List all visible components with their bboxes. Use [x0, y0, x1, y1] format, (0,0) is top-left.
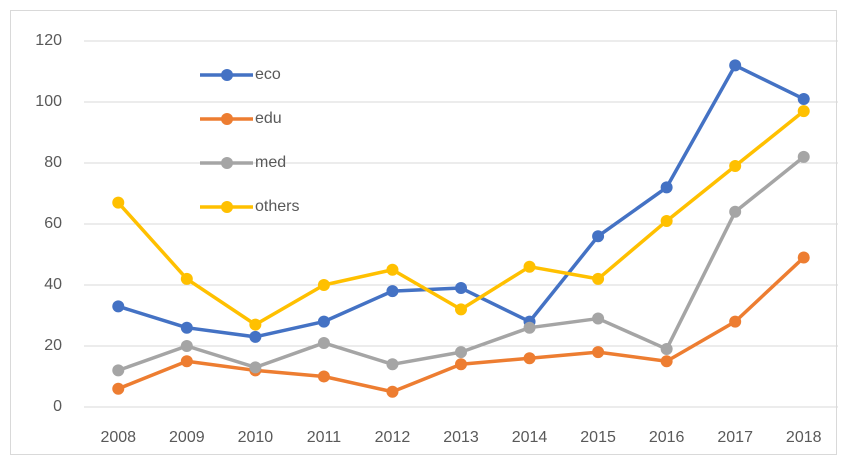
- data-point: [797, 150, 810, 163]
- data-point: [180, 321, 193, 334]
- data-point: [386, 385, 399, 398]
- data-point: [729, 160, 742, 173]
- legend-marker: [221, 201, 233, 213]
- data-point: [729, 315, 742, 328]
- data-point: [455, 358, 467, 371]
- x-tick-label: 2009: [169, 429, 205, 446]
- data-point: [317, 370, 330, 383]
- y-tick-label: 60: [44, 215, 62, 232]
- data-point: [180, 272, 193, 285]
- data-point: [249, 330, 262, 343]
- x-tick-label: 2010: [238, 429, 274, 446]
- data-point: [592, 312, 605, 325]
- data-point: [592, 272, 605, 285]
- legend-marker: [221, 157, 233, 169]
- legend-label: eco: [255, 66, 281, 83]
- data-point: [180, 340, 193, 352]
- x-tick-label: 2018: [786, 429, 822, 446]
- legend-label: edu: [255, 110, 282, 127]
- legend-marker: [221, 113, 233, 125]
- data-point: [386, 263, 399, 276]
- data-point: [729, 205, 742, 218]
- data-point: [660, 181, 673, 194]
- data-point: [180, 355, 193, 368]
- data-point: [455, 346, 467, 359]
- data-point: [660, 214, 673, 227]
- data-point: [112, 364, 125, 377]
- data-point: [523, 352, 536, 365]
- y-tick-label: 20: [44, 337, 62, 354]
- data-point: [455, 282, 467, 295]
- legend-label: others: [255, 198, 299, 215]
- y-tick-label: 80: [44, 154, 62, 171]
- data-point: [386, 358, 399, 371]
- chart-frame: [10, 10, 837, 455]
- x-tick-label: 2008: [100, 429, 136, 446]
- x-tick-label: 2012: [375, 429, 411, 446]
- data-point: [249, 361, 262, 374]
- data-point: [455, 303, 467, 316]
- data-point: [797, 251, 810, 264]
- x-tick-label: 2016: [649, 429, 685, 446]
- y-tick-label: 120: [35, 32, 62, 49]
- data-point: [249, 318, 262, 331]
- data-point: [112, 300, 125, 313]
- data-point: [729, 59, 742, 72]
- y-tick-label: 0: [53, 398, 62, 415]
- data-point: [317, 279, 330, 291]
- x-tick-label: 2013: [443, 429, 479, 446]
- legend-label: med: [255, 154, 286, 171]
- data-point: [386, 285, 399, 298]
- data-point: [523, 321, 536, 334]
- x-tick-label: 2015: [580, 429, 616, 446]
- legend-marker: [221, 69, 233, 81]
- x-tick-label: 2014: [512, 429, 548, 446]
- data-point: [660, 343, 673, 356]
- data-point: [523, 260, 536, 273]
- x-tick-label: 2017: [717, 429, 753, 446]
- data-point: [592, 230, 605, 243]
- data-point: [797, 105, 810, 118]
- data-point: [660, 355, 673, 368]
- data-point: [112, 382, 125, 395]
- data-point: [317, 336, 330, 349]
- data-point: [592, 346, 605, 359]
- y-tick-label: 40: [44, 276, 62, 293]
- x-tick-label: 2011: [307, 429, 342, 446]
- data-point: [797, 92, 810, 105]
- data-point: [317, 315, 330, 328]
- y-tick-label: 100: [35, 93, 62, 110]
- data-point: [112, 196, 125, 209]
